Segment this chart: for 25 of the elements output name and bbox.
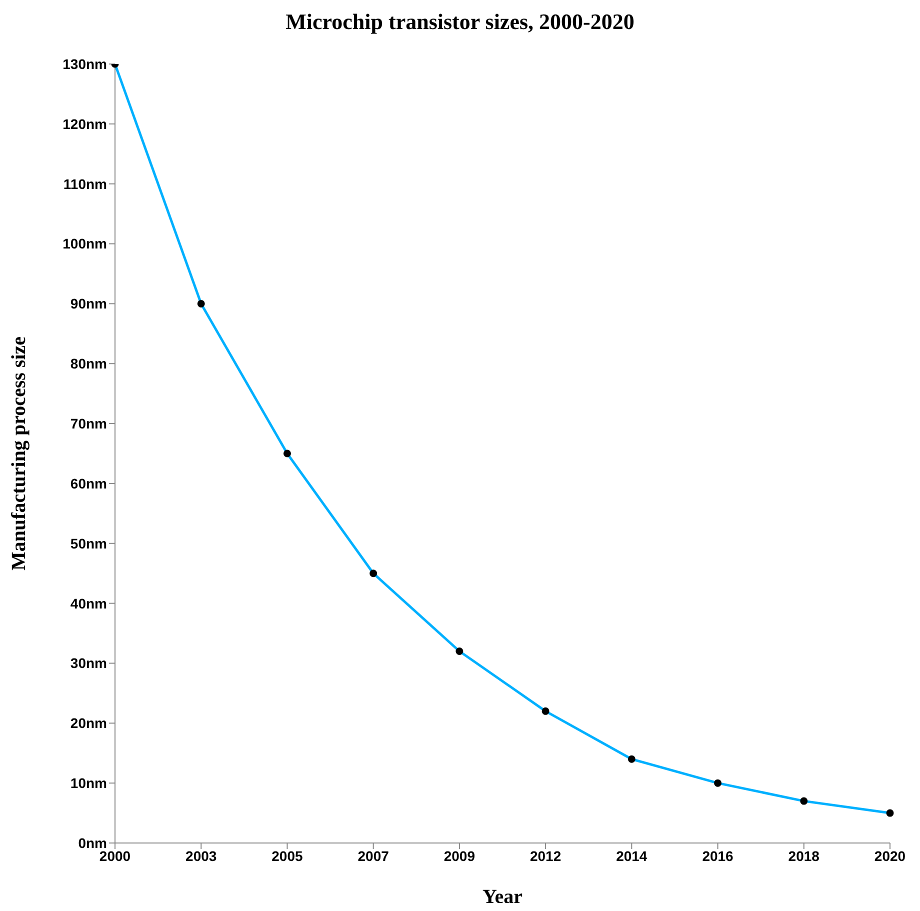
y-tick-label: 30nm — [70, 655, 107, 672]
x-axis-title: Year — [482, 886, 523, 908]
x-tick-label: 2012 — [530, 848, 562, 864]
y-tick-label: 110nm — [63, 176, 107, 192]
x-tick-label: 2014 — [616, 848, 648, 864]
y-axis-title: Manufacturing process size — [8, 336, 30, 571]
y-tick-label: 50nm — [70, 535, 107, 552]
y-tick-label: 60nm — [70, 475, 107, 492]
y-tick-label: 130nm — [62, 56, 107, 72]
x-tick-label: 2016 — [702, 848, 734, 864]
y-tick-label: 100nm — [62, 236, 107, 252]
y-tick-label: 70nm — [70, 416, 107, 432]
x-tick-label: 2007 — [358, 848, 390, 864]
x-tick-label: 2005 — [272, 848, 304, 864]
x-tick-label: 2018 — [788, 848, 820, 864]
y-tick-label: 90nm — [70, 296, 107, 312]
y-tick-label: 40nm — [70, 595, 107, 612]
y-tick-label: 80nm — [70, 356, 107, 372]
x-tick-label: 2020 — [874, 848, 906, 864]
x-tick-label: 2003 — [186, 848, 217, 864]
y-tick-label: 120nm — [62, 116, 107, 132]
x-tick-label: 2009 — [444, 848, 476, 864]
chart-title: Microchip transistor sizes, 2000-2020 — [284, 8, 636, 36]
y-tick-label: 20nm — [70, 715, 107, 732]
y-tick-label: 10nm — [70, 775, 107, 792]
